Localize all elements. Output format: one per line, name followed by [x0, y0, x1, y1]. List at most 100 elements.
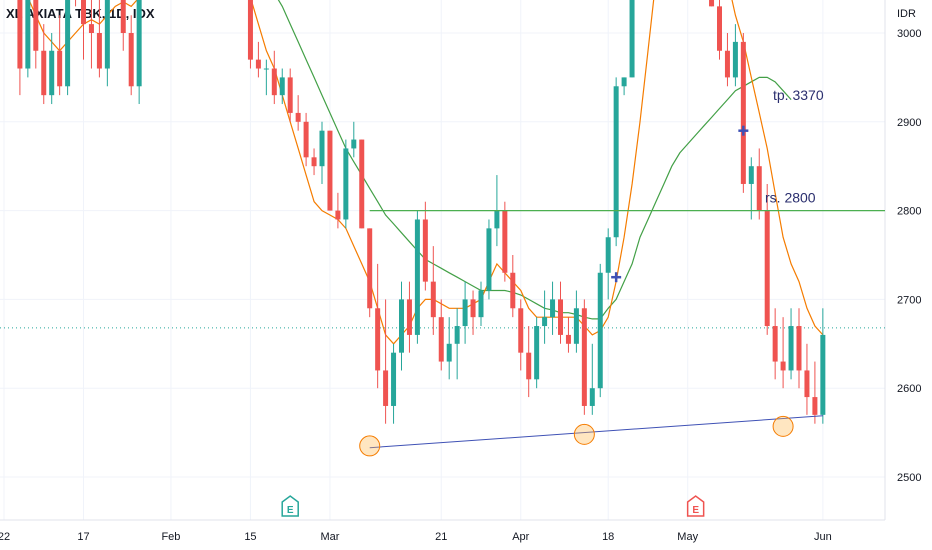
x-tick-label: 22 — [0, 531, 10, 543]
currency-label: IDR — [897, 8, 916, 20]
candle-body — [375, 308, 381, 371]
candle — [430, 246, 436, 335]
x-tick-label: 15 — [244, 531, 256, 543]
candle-body — [510, 272, 516, 309]
x-tick-label: Feb — [161, 531, 180, 543]
candle-body — [104, 0, 110, 69]
candle — [271, 50, 277, 105]
candle-body — [430, 281, 436, 318]
candle-body — [327, 130, 333, 211]
candle-body — [724, 50, 730, 78]
cross-marker — [738, 125, 749, 136]
candle-body — [335, 210, 341, 220]
earnings-badge: E — [281, 495, 299, 517]
candle-body — [804, 370, 810, 398]
candle — [764, 183, 770, 335]
y-tick-label: 2600 — [897, 383, 921, 395]
candle — [319, 121, 325, 184]
candle — [25, 0, 31, 78]
candles — [17, 0, 826, 424]
candle — [41, 24, 47, 105]
candle-body — [367, 228, 373, 309]
candle — [629, 0, 635, 78]
earnings-badge-label: E — [287, 505, 294, 516]
candle-body — [470, 299, 476, 318]
candle-body — [462, 299, 468, 327]
candle-body — [542, 317, 548, 327]
candle-body — [351, 139, 357, 149]
candle — [287, 68, 293, 122]
candle-body — [136, 0, 142, 87]
candle-body — [25, 0, 31, 69]
candle — [812, 361, 818, 424]
candle-body — [748, 166, 754, 184]
candle-body — [96, 33, 102, 69]
candle — [120, 0, 126, 51]
candle — [343, 139, 349, 229]
candle — [49, 33, 55, 105]
candle-body — [709, 0, 715, 7]
candle — [406, 281, 412, 353]
candle-body — [57, 50, 63, 87]
y-tick-label: 3000 — [897, 28, 921, 40]
candle-body — [343, 148, 349, 220]
candle — [804, 343, 810, 415]
candle-body — [534, 326, 540, 380]
candle-body — [422, 219, 428, 282]
candle — [279, 68, 285, 105]
candle — [470, 290, 476, 335]
candle-body — [17, 0, 23, 69]
grid-lines — [0, 0, 886, 521]
candle-body — [772, 326, 778, 362]
x-tick-label: 18 — [602, 531, 614, 543]
y-tick-label: 2900 — [897, 117, 921, 129]
candle-body — [446, 343, 452, 362]
candle-body — [65, 0, 71, 87]
y-tick-label: 2800 — [897, 206, 921, 218]
candle-body — [581, 308, 587, 406]
candle — [613, 77, 619, 247]
target-label: tp. 3370 — [773, 87, 824, 103]
candle-body — [740, 41, 746, 184]
candle — [295, 95, 301, 131]
candle — [375, 263, 381, 389]
candle — [88, 0, 94, 69]
candle-body — [81, 0, 86, 25]
candle — [534, 317, 540, 389]
candle — [422, 201, 428, 291]
candle-body — [526, 352, 532, 380]
candle — [391, 343, 397, 424]
candle — [383, 299, 389, 424]
y-tick-label: 2500 — [897, 472, 921, 484]
candle-body — [120, 0, 126, 34]
candle-body — [494, 210, 500, 229]
candle-body — [414, 219, 420, 335]
candle — [740, 33, 746, 193]
x-tick-label: Apr — [512, 531, 529, 543]
candle-body — [565, 334, 571, 344]
candle — [367, 228, 373, 318]
candle-body — [295, 112, 301, 122]
x-tick-label: 17 — [77, 531, 89, 543]
candle-body — [788, 326, 794, 371]
candle — [621, 77, 627, 96]
candle — [399, 281, 404, 371]
earnings-badge: E — [686, 495, 705, 517]
candle-body — [558, 299, 563, 335]
candle — [303, 112, 309, 167]
candle — [732, 24, 738, 87]
candle — [438, 299, 444, 371]
pivot-circle-marker — [573, 423, 595, 445]
candle — [502, 201, 508, 282]
x-tick-label: May — [677, 531, 698, 543]
candle-body — [573, 308, 579, 344]
pivot-circle-marker — [772, 415, 794, 437]
candle — [550, 281, 556, 335]
time-axis: 22 17 Feb 15 Mar 21 Apr 18 May Jun — [0, 531, 832, 543]
candle — [780, 317, 786, 389]
candle-body — [796, 326, 802, 371]
candle — [327, 130, 333, 211]
candle-body — [780, 361, 786, 371]
candle — [748, 157, 754, 220]
